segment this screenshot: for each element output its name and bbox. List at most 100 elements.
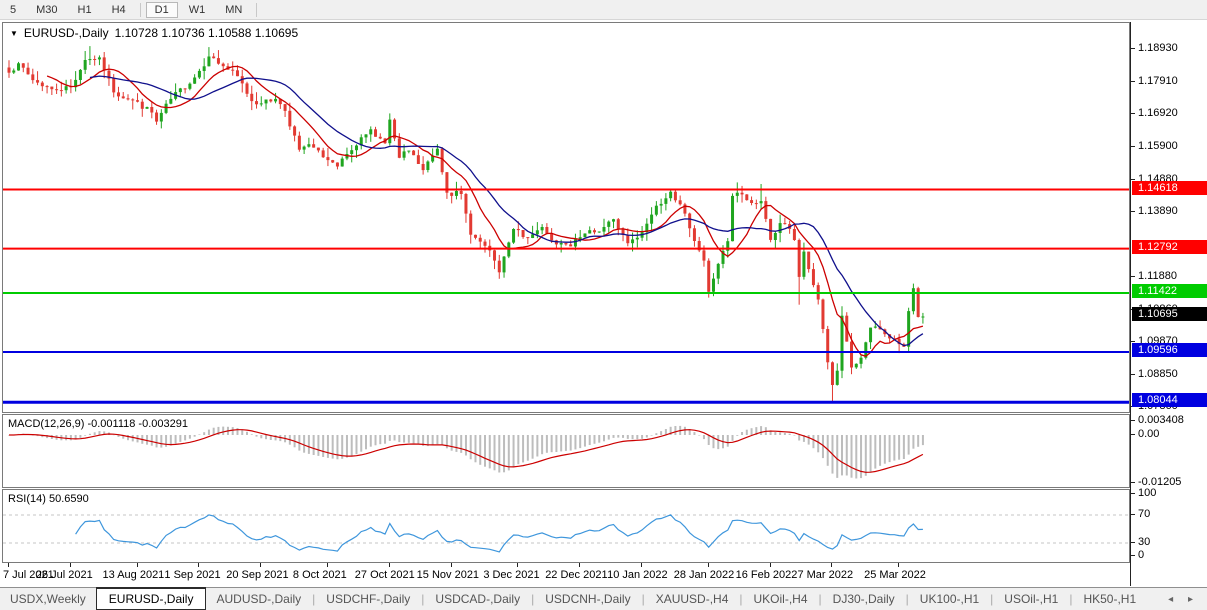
axis-tick-mark: [1131, 179, 1135, 181]
date-tick-label: 1 Sep 2021: [164, 569, 221, 581]
rsi-plot[interactable]: [3, 490, 1129, 562]
axis-tick-mark: [1131, 555, 1135, 556]
date-tick-label: 22 Dec 2021: [545, 569, 608, 581]
date-tick-mark: [136, 563, 138, 567]
date-tick-label: 16 Feb 2022: [735, 569, 798, 581]
macd-label: MACD(12,26,9) -0.001118 -0.003291: [8, 418, 188, 430]
date-tick-mark: [707, 563, 709, 567]
chart-tab-audusd-daily[interactable]: AUDUSD-,Daily: [216, 592, 302, 606]
rsi-axis-label: 0: [1138, 549, 1145, 561]
rsi-axis-label: 30: [1138, 536, 1151, 548]
chart-tab-usdchf-daily[interactable]: USDCHF-,Daily: [326, 592, 411, 606]
chart-tab-usdx-weekly[interactable]: USDX,Weekly: [10, 592, 86, 606]
date-tick-mark: [898, 563, 900, 567]
tab-separator: |: [990, 592, 994, 606]
date-tick-label: 3 Dec 2021: [483, 569, 540, 581]
tab-scroll-arrows[interactable]: ◂ ▸: [1168, 593, 1199, 605]
axis-tick-mark: [1131, 146, 1135, 148]
main-price-chart[interactable]: ▼ EURUSD-,Daily 1.10728 1.10736 1.10588 …: [2, 22, 1130, 413]
date-tick-mark: [641, 563, 643, 567]
chart-tab-eurusd-daily[interactable]: EURUSD-,Daily: [95, 586, 207, 610]
chart-tab-xauusd-h4[interactable]: XAUUSD-,H4: [655, 592, 729, 606]
chevron-down-icon[interactable]: ▼: [10, 28, 18, 38]
rsi-label: RSI(14) 50.6590: [8, 493, 89, 505]
chart-tab-usdcad-daily[interactable]: USDCAD-,Daily: [435, 592, 521, 606]
toolbar-separator: [139, 2, 141, 17]
tab-separator: |: [312, 592, 316, 606]
chart-title: ▼ EURUSD-,Daily 1.10728 1.10736 1.10588 …: [10, 26, 299, 40]
axis-tick-mark: [1131, 341, 1135, 343]
rsi-axis-label: 100: [1138, 487, 1157, 499]
date-tick-label: 7 Mar 2022: [797, 569, 854, 581]
chart-tab-uk100-h1[interactable]: UK100-,H1: [919, 592, 980, 606]
tab-separator: |: [641, 592, 645, 606]
date-tick-label: 13 Aug 2021: [102, 569, 165, 581]
tab-separator: |: [531, 592, 535, 606]
timeframe-toolbar: 5 M30 H1 H4 D1 W1 MN: [0, 0, 1207, 20]
price-level-badge: 1.14618: [1132, 180, 1207, 195]
price-tick-label: 1.16920: [1138, 107, 1178, 120]
chart-tab-ukoil-h4[interactable]: UKOil-,H4: [753, 592, 808, 606]
rsi-indicator-panel[interactable]: RSI(14) 50.6590: [2, 489, 1130, 563]
axis-tick-mark: [1131, 211, 1135, 213]
price-level-badge: 1.11422: [1132, 283, 1207, 298]
timeframe-button-h1[interactable]: H1: [77, 3, 92, 16]
macd-indicator-panel[interactable]: MACD(12,26,9) -0.001118 -0.003291: [2, 414, 1130, 488]
candlestick-plot[interactable]: [3, 23, 1129, 412]
toolbar-separator: [256, 2, 258, 17]
date-tick-mark: [8, 563, 9, 567]
price-level-badge: 1.08044: [1132, 393, 1207, 408]
macd-axis-label: 0.00: [1138, 428, 1160, 440]
axis-tick-mark: [1131, 481, 1135, 483]
date-axis[interactable]: 7 Jul 2021 26 Jul 2021 13 Aug 2021 1 Sep 20…: [2, 563, 1130, 586]
price-tick-label: 1.17910: [1138, 75, 1178, 87]
symbol-tab-bar: USDX,Weekly EURUSD-,Daily AUDUSD-,Daily | US…: [0, 586, 1207, 610]
date-tick-label: 26 Jul 2021: [35, 569, 93, 581]
axis-tick-mark: [1131, 113, 1135, 115]
macd-axis-label: 0.003408: [1138, 414, 1184, 427]
macd-plot[interactable]: [3, 415, 1129, 487]
timeframe-button-mn[interactable]: MN: [225, 3, 243, 16]
tab-separator: |: [1069, 592, 1073, 606]
date-tick-label: 10 Jan 2022: [607, 569, 668, 581]
axis-tick-mark: [1131, 48, 1135, 49]
current-price-badge: 1.10695: [1132, 307, 1207, 322]
chart-tab-usoil-h1[interactable]: USOil-,H1: [1004, 592, 1059, 606]
date-tick-label: 7 Jul 2021: [3, 569, 54, 581]
date-tick-label: 27 Oct 2021: [354, 569, 415, 581]
date-tick-mark: [579, 563, 581, 567]
timeframe-button-m30[interactable]: M30: [36, 3, 58, 16]
date-tick-mark: [388, 563, 390, 567]
price-level-badge: 1.09596: [1132, 343, 1207, 358]
macd-axis-label: -0.01205: [1138, 475, 1182, 488]
date-tick-mark: [517, 563, 519, 567]
timeframe-button-w1[interactable]: W1: [188, 3, 206, 16]
tab-separator: |: [905, 592, 909, 606]
chart-ohlc-values: 1.10728 1.10736 1.10588 1.10695: [114, 26, 299, 40]
tab-separator: |: [739, 592, 743, 606]
axis-tick-mark: [1131, 276, 1135, 278]
price-tick-label: 1.15900: [1138, 140, 1178, 153]
axis-tick-mark: [1131, 434, 1135, 435]
timeframe-button-5[interactable]: 5: [10, 3, 17, 16]
date-tick-mark: [769, 563, 771, 567]
timeframe-button-h4[interactable]: H4: [111, 3, 126, 16]
date-tick-mark: [198, 563, 200, 567]
chart-tab-hk50-h1[interactable]: HK50-,H1: [1083, 592, 1137, 606]
price-tick-label: 1.13890: [1138, 205, 1178, 218]
price-tick-label: 1.11880: [1138, 270, 1177, 283]
chart-symbol-label: EURUSD-,Daily: [23, 26, 109, 40]
chart-tab-usdcnh-daily[interactable]: USDCNH-,Daily: [545, 592, 631, 606]
chart-tab-dj30-daily[interactable]: DJ30-,Daily: [832, 592, 895, 606]
timeframe-button-d1[interactable]: D1: [145, 1, 178, 18]
date-tick-mark: [69, 563, 71, 567]
date-tick-mark: [450, 563, 452, 567]
axis-tick-mark: [1131, 81, 1135, 82]
price-tick-label: 1.18930: [1138, 42, 1178, 54]
price-axis[interactable]: 1.18930 1.17910 1.16920 1.15900 1.14880 1.138…: [1130, 22, 1207, 586]
axis-tick-mark: [1131, 374, 1135, 376]
tab-separator: |: [818, 592, 822, 606]
axis-tick-mark: [1131, 420, 1135, 422]
axis-tick-mark: [1131, 542, 1135, 543]
